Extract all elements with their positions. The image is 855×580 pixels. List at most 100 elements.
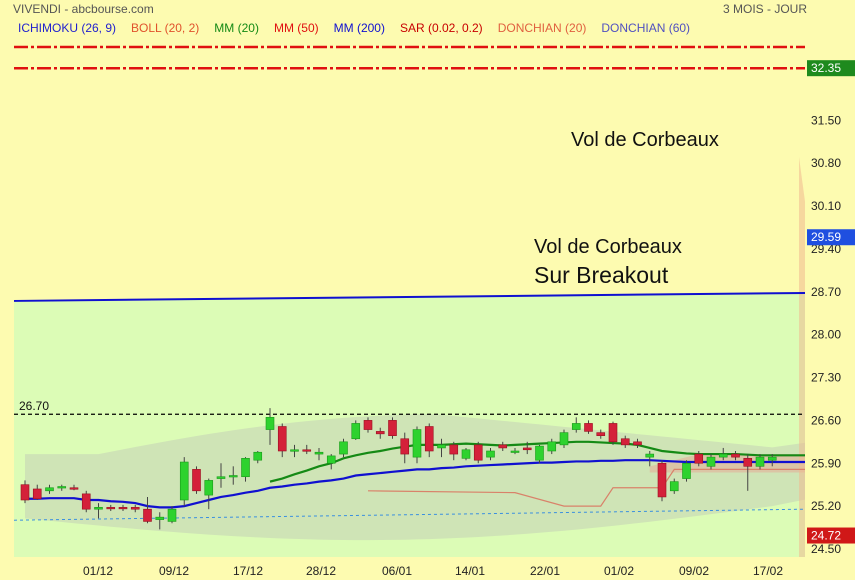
candles	[20, 71, 855, 530]
candle	[339, 438, 348, 458]
candle	[498, 441, 508, 451]
candle	[522, 441, 532, 455]
date-axis: 01/12 09/12 17/12 28/12 06/01 14/01 22/01 01/02…	[83, 564, 783, 578]
candle	[486, 447, 495, 461]
candle	[69, 484, 79, 491]
candle-body	[461, 449, 471, 459]
annotation-vol-de-corbeaux-breakout: Vol de Corbeaux	[534, 236, 682, 258]
candle-body	[167, 508, 177, 522]
candle	[547, 438, 557, 455]
price-axis: 31.50 30.80 30.10 29.40 28.70 28.00 27.30 26.60…	[805, 40, 855, 580]
candle-body	[522, 447, 532, 451]
candle-body	[682, 462, 691, 479]
candle	[706, 454, 716, 470]
candle-body	[339, 441, 348, 455]
x-tick-label: 14/01	[455, 564, 485, 578]
legend-mm50[interactable]: MM (50)	[273, 21, 319, 35]
candle	[253, 451, 263, 464]
candle-body	[69, 487, 79, 490]
candle	[510, 447, 520, 455]
candle	[424, 423, 434, 458]
candle-body	[179, 461, 189, 501]
price-axis-panel	[805, 40, 855, 580]
candle-body	[20, 484, 30, 501]
legend-boll[interactable]: BOLL (20, 2)	[131, 21, 200, 35]
candle-body	[130, 507, 140, 510]
candle	[682, 460, 691, 482]
x-tick-label: 09/12	[159, 564, 189, 578]
y-tick-label: 25.90	[811, 456, 841, 470]
candle	[633, 438, 642, 448]
candle-body	[694, 453, 704, 464]
y-tick-label: 25.20	[811, 499, 841, 513]
candle-body	[106, 507, 116, 510]
candle	[718, 447, 728, 461]
legend-donchian60[interactable]: DONCHIAN (60)	[601, 21, 691, 35]
price-flag	[807, 527, 855, 544]
chart-period: 3 MOIS - JOUR	[722, 2, 807, 16]
legend-mm200[interactable]: MM (200)	[333, 21, 385, 35]
candle	[657, 460, 667, 502]
candle-body	[620, 438, 630, 446]
candle-body	[743, 458, 753, 467]
candle	[192, 466, 201, 494]
annotation-vol-de-corbeaux: Vol de Corbeaux	[571, 129, 719, 151]
candle	[32, 484, 42, 500]
candle-body	[228, 475, 238, 478]
candle-body	[633, 441, 642, 446]
price-flag-label: 32.35	[811, 61, 841, 75]
series-line-mm-20-	[269, 429, 855, 483]
candle	[204, 478, 214, 510]
candle	[559, 429, 569, 448]
candle-body	[302, 449, 312, 452]
candle-body	[718, 453, 728, 458]
chart-title: VIVENDI - abcbourse.com	[13, 2, 154, 16]
legend-donchian20[interactable]: DONCHIAN (20)	[497, 21, 587, 35]
x-tick-label: 22/01	[530, 564, 560, 578]
candle-body	[143, 508, 152, 522]
legend-sar[interactable]: SAR (0.02, 0.2)	[399, 21, 483, 35]
legend-ichimoku[interactable]: ICHIMOKU (26, 9)	[18, 21, 117, 35]
candle-body	[767, 456, 777, 461]
candle	[57, 484, 67, 491]
price-flag-label: 24.72	[811, 529, 841, 543]
candle	[265, 408, 275, 445]
x-tick-label: 28/12	[306, 564, 336, 578]
candle-body	[755, 456, 765, 467]
candle-body	[510, 450, 520, 453]
candle-body	[584, 423, 593, 432]
candle	[731, 451, 740, 461]
candle	[94, 503, 103, 519]
candle	[216, 463, 226, 488]
candle	[228, 466, 238, 485]
ichimoku-cloud-layer	[14, 157, 855, 557]
candle-body	[94, 507, 103, 510]
candle-body	[486, 450, 495, 458]
candle-body	[45, 487, 54, 492]
y-tick-label: 24.50	[811, 542, 841, 556]
y-tick-label: 26.60	[811, 413, 841, 427]
candle-body	[277, 426, 287, 452]
price-flag	[807, 60, 855, 77]
candle-body	[645, 453, 655, 458]
price-flag	[807, 229, 855, 246]
x-tick-label: 09/02	[679, 564, 709, 578]
candle-body	[351, 423, 361, 440]
candle	[473, 441, 483, 464]
annotation-sur-breakout: Sur Breakout	[534, 262, 669, 288]
y-tick-label: 28.00	[811, 328, 841, 342]
legend-mm20[interactable]: MM (20)	[214, 21, 259, 35]
candle	[755, 454, 765, 470]
candle-body	[241, 458, 250, 478]
candle-body	[449, 444, 459, 455]
candle	[45, 484, 54, 494]
candle-body	[192, 469, 201, 492]
candle-body	[216, 476, 226, 479]
candle-body	[400, 438, 410, 455]
candle-body	[81, 493, 91, 510]
donchian-line	[367, 468, 834, 507]
y-tick-label: 31.50	[811, 113, 841, 127]
y-tick-label: 30.80	[811, 156, 841, 170]
candle-body	[253, 451, 263, 461]
